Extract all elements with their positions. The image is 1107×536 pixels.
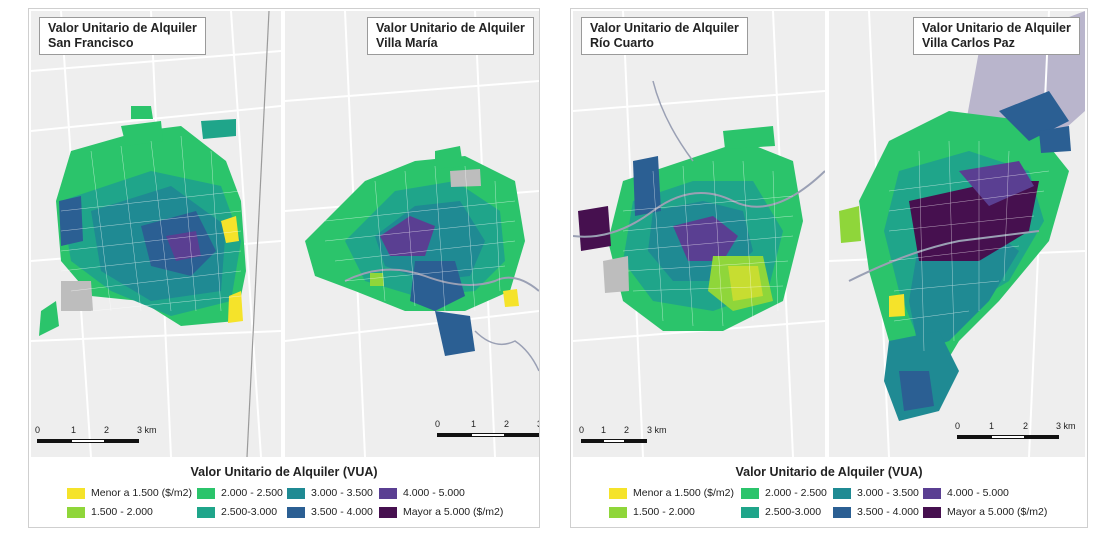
legend-swatch [923,507,941,518]
map-canvas-rio-cuarto [573,11,825,457]
scale-bar-villa-maria: 0 1 2 3 km [435,419,539,445]
legend-swatch [67,507,85,518]
map-villa-maria: Valor Unitario de Alquiler Villa María 0… [285,11,539,457]
map-panel-right: Valor Unitario de Alquiler Río Cuarto 0 … [570,8,1088,528]
legend-swatch [197,488,215,499]
legend-swatch [833,488,851,499]
map-panel-left: Valor Unitario de Alquiler San Francisco… [28,8,540,528]
legend-title: Valor Unitario de Alquiler (VUA) [190,465,378,479]
legend-swatch [741,488,759,499]
map-canvas-villa-carlos-paz [829,11,1085,457]
map-san-francisco: Valor Unitario de Alquiler San Francisco… [31,11,281,457]
legend-left: Valor Unitario de Alquiler (VUA) Menor a… [29,457,539,527]
legend-swatch [379,488,397,499]
map-title-villa-maria: Valor Unitario de Alquiler Villa María [367,17,534,55]
map-title-rio-cuarto: Valor Unitario de Alquiler Río Cuarto [581,17,748,55]
legend-swatch [609,507,627,518]
map-canvas-villa-maria [285,11,539,457]
legend-swatch [197,507,215,518]
legend-swatch [741,507,759,518]
legend-swatch [609,488,627,499]
map-canvas-san-francisco [31,11,281,457]
legend-swatch [287,507,305,518]
scale-bar-san-francisco: 0 1 2 3 km [35,425,165,451]
legend-swatch [287,488,305,499]
scale-bar-villa-carlos-paz: 0 1 2 3 km [955,421,1085,447]
legend-swatch [67,488,85,499]
legend-swatch [923,488,941,499]
map-villa-carlos-paz: Valor Unitario de Alquiler Villa Carlos … [829,11,1085,457]
map-title-villa-carlos-paz: Valor Unitario de Alquiler Villa Carlos … [913,17,1080,55]
map-title-san-francisco: Valor Unitario de Alquiler San Francisco [39,17,206,55]
legend-title: Valor Unitario de Alquiler (VUA) [735,465,923,479]
scale-bar-rio-cuarto: 0 1 2 3 km [579,425,709,451]
map-rio-cuarto: Valor Unitario de Alquiler Río Cuarto 0 … [573,11,825,457]
legend-right: Valor Unitario de Alquiler (VUA) Menor a… [571,457,1087,527]
legend-swatch [833,507,851,518]
legend-swatch [379,507,397,518]
